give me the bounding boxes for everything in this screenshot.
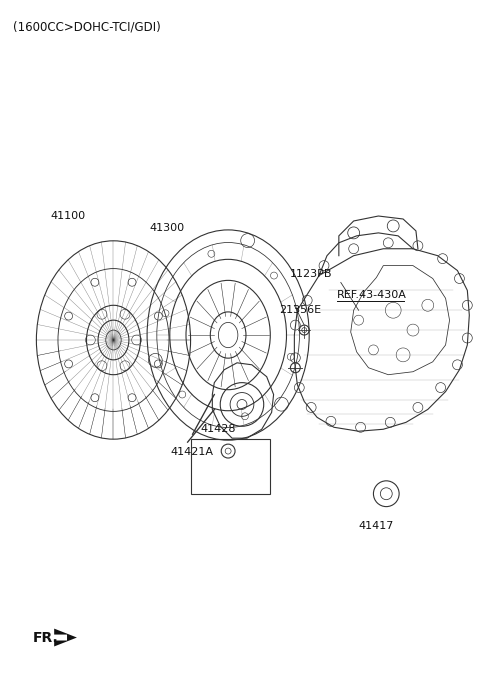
Text: 1123PB: 1123PB [289,268,332,279]
Text: 41421A: 41421A [171,447,214,457]
Text: 41300: 41300 [149,223,184,233]
Text: 21356E: 21356E [279,305,322,315]
Text: 41100: 41100 [50,211,85,221]
Text: 41428: 41428 [201,424,236,435]
Bar [191,439,270,494]
Text: 41417: 41417 [359,521,394,530]
Text: REF.43-430A: REF.43-430A [337,290,407,300]
Text: (1600CC>DOHC-TCI/GDI): (1600CC>DOHC-TCI/GDI) [12,20,160,34]
Polygon shape [54,629,77,646]
Text: FR.: FR. [33,631,58,645]
